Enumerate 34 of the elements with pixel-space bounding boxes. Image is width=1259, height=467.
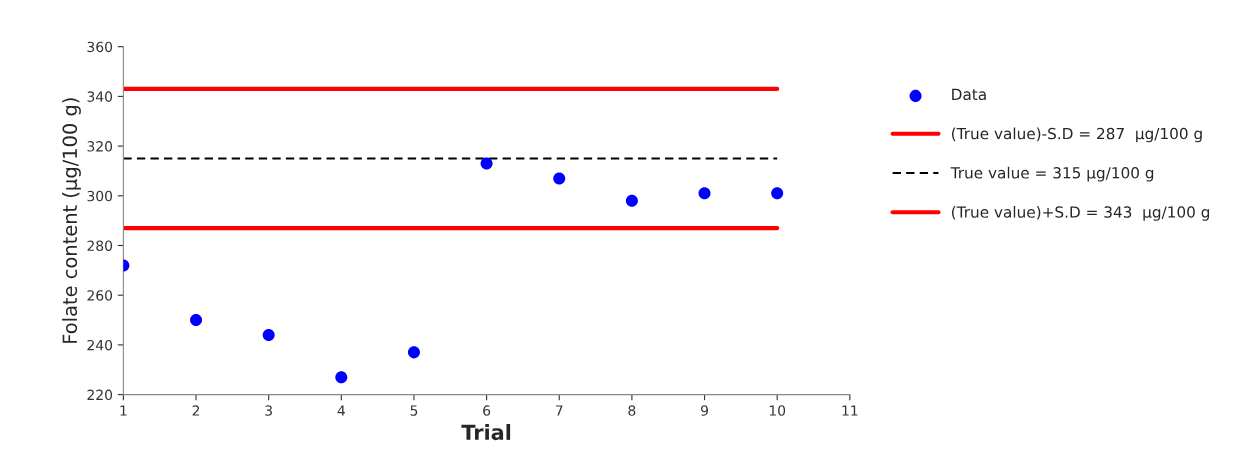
x-tick-label: 6 bbox=[483, 405, 491, 416]
legend-label: True value = 315 μg/100 g bbox=[950, 166, 1154, 182]
y-tick-label: 220 bbox=[87, 389, 113, 401]
point bbox=[625, 194, 638, 207]
point bbox=[698, 187, 711, 200]
y-tick-label: 320 bbox=[87, 141, 113, 152]
y-tick-label: 340 bbox=[87, 91, 113, 102]
point bbox=[480, 157, 493, 170]
point bbox=[335, 371, 348, 384]
y-tick-label: 300 bbox=[87, 190, 113, 202]
point bbox=[407, 346, 420, 359]
point bbox=[190, 314, 203, 327]
x-tick-label: 9 bbox=[700, 405, 708, 416]
y-tick-label: 280 bbox=[87, 240, 113, 251]
x-tick-label: 11 bbox=[842, 405, 858, 416]
legend-label: (True value)-S.D = 287 μg/100 g bbox=[952, 127, 1202, 143]
x-tick-label: 4 bbox=[337, 405, 345, 416]
point bbox=[262, 328, 275, 341]
x-tick-label: 2 bbox=[192, 405, 200, 416]
x-tick-label: 7 bbox=[555, 405, 563, 416]
y-tick-label: 260 bbox=[87, 290, 113, 301]
legend-label: (True value)+S.D = 343 μg/100 g bbox=[952, 205, 1210, 221]
x-tick-label: 1 bbox=[120, 405, 127, 416]
x-tick-label: 3 bbox=[265, 405, 272, 416]
legend-label: Data bbox=[952, 88, 986, 101]
point bbox=[553, 172, 566, 185]
x-axis-title: Trial bbox=[461, 424, 511, 441]
point bbox=[771, 187, 784, 200]
x-tick-label: 10 bbox=[769, 405, 786, 416]
y-tick-label: 240 bbox=[87, 339, 113, 351]
y-axis-title: Folate content (μg/100 g) bbox=[62, 98, 81, 343]
y-tick-label: 360 bbox=[87, 41, 113, 53]
x-tick-label: 8 bbox=[628, 405, 636, 416]
x-tick-label: 5 bbox=[410, 405, 418, 416]
